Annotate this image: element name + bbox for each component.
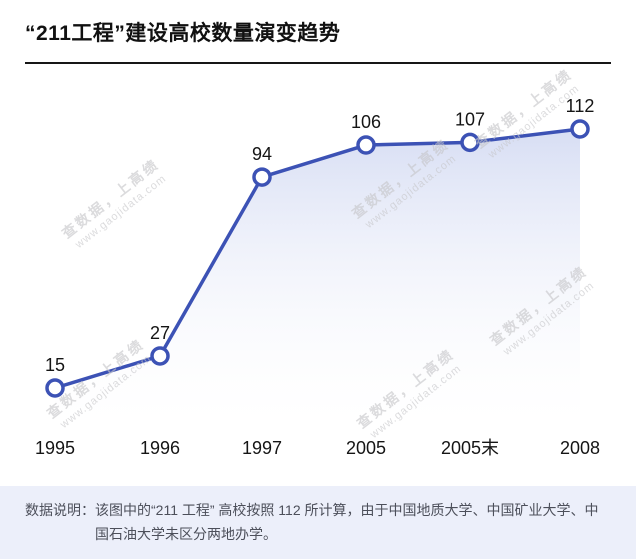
data-point: [460, 132, 480, 153]
data-point: [252, 167, 272, 188]
note-label: 数据说明：: [25, 502, 95, 519]
title-divider: [25, 62, 611, 65]
x-axis-label: 1995: [35, 438, 75, 458]
area-fill: [55, 129, 580, 425]
note-text: 该图中的“211 工程” 高校按照 112 所计算，由于中国地质大学、中国矿业大…: [95, 502, 599, 543]
data-label: 112: [566, 96, 595, 116]
data-note: 数据说明： 该图中的“211 工程” 高校按照 112 所计算，由于中国地质大学…: [0, 486, 636, 559]
data-point: [45, 378, 65, 399]
x-axis-label: 1997: [242, 438, 282, 458]
data-label: 107: [455, 110, 485, 130]
data-point: [570, 119, 590, 140]
page-title: “211工程”建设高校数量演变趋势: [25, 22, 341, 45]
x-axis-label: 2005末: [441, 438, 499, 458]
data-point: [150, 346, 170, 367]
x-axis-label: 2008: [560, 438, 600, 458]
line-chart-svg: 15 1995 27 1996 94 1997 106 2005 107 2005末 112 2008: [35, 96, 600, 458]
header: “211工程”建设高校数量演变趋势: [0, 0, 636, 65]
x-axis-label: 2005: [346, 438, 386, 458]
data-label: 15: [45, 355, 65, 375]
data-point: [356, 135, 376, 156]
data-label: 27: [150, 323, 170, 343]
x-axis-label: 1996: [140, 438, 180, 458]
data-label: 94: [252, 144, 272, 164]
trend-line: [54, 127, 581, 390]
data-label: 106: [351, 112, 381, 132]
line-chart: 15 1995 27 1996 94 1997 106 2005 107 2005末 112 2008…: [0, 66, 636, 462]
